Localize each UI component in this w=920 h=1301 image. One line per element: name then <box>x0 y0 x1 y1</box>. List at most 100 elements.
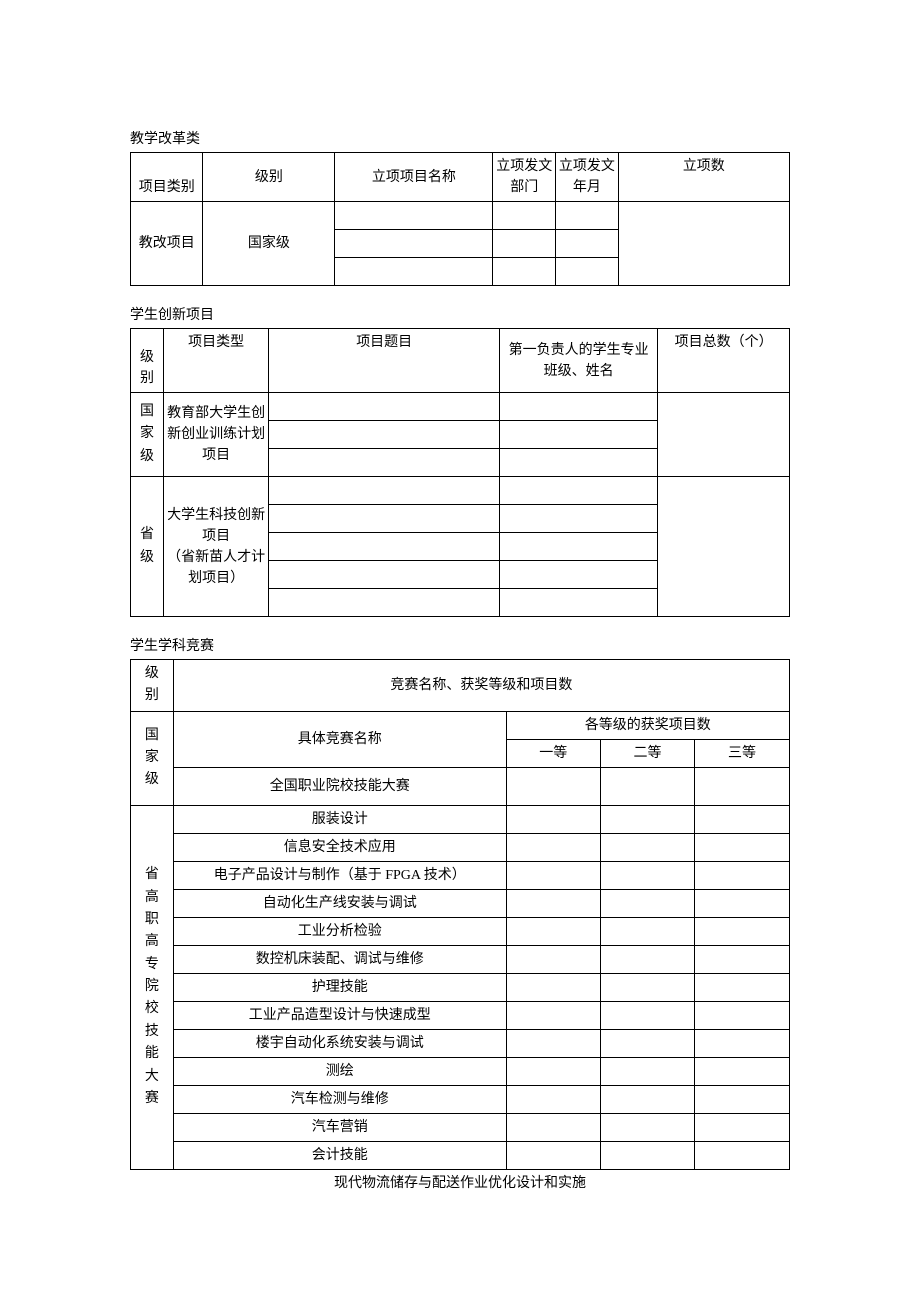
cell-empty <box>500 561 658 589</box>
cell-empty <box>600 1001 694 1029</box>
cell-empty <box>695 805 790 833</box>
cell-empty <box>506 917 600 945</box>
cell-comp-3: 自动化生产线安装与调试 <box>173 889 506 917</box>
cell-empty <box>695 889 790 917</box>
cell-type-prov: 大学生科技创新项目 （省新苗人才计划项目） <box>163 477 268 617</box>
cell-empty <box>493 258 556 286</box>
cell-empty <box>600 833 694 861</box>
section-title-reform: 教学改革类 <box>130 128 790 148</box>
cell-empty <box>600 1029 694 1057</box>
cell-empty <box>506 889 600 917</box>
cell-empty <box>269 449 500 477</box>
cell-empty <box>493 230 556 258</box>
header-award-counts: 各等级的获奖项目数 <box>506 711 789 739</box>
cell-comp-9: 测绘 <box>173 1057 506 1085</box>
cell-empty <box>695 945 790 973</box>
cell-empty <box>695 833 790 861</box>
header-dept: 立项发文部门 <box>493 153 556 202</box>
table-innovation: 级别 项目类型 项目题目 第一负责人的学生专业班级、姓名 项目总数（个） 国家级… <box>130 328 790 617</box>
header-count: 立项数 <box>618 153 789 202</box>
cell-empty <box>695 1029 790 1057</box>
section-title-innovation: 学生创新项目 <box>130 304 790 324</box>
cell-category: 教改项目 <box>131 202 203 286</box>
header-date: 立项发文年月 <box>556 153 619 202</box>
cell-empty <box>695 1113 790 1141</box>
cell-comp-10: 汽车检测与维修 <box>173 1085 506 1113</box>
cell-empty <box>695 1085 790 1113</box>
cell-empty <box>695 1001 790 1029</box>
cell-empty <box>506 1029 600 1057</box>
cell-provincial-3: 省高职高专院校技能大赛 <box>131 805 174 1169</box>
cell-empty <box>269 561 500 589</box>
cell-empty <box>556 258 619 286</box>
cell-empty <box>335 202 493 230</box>
cell-empty <box>269 477 500 505</box>
cell-comp-11: 汽车营销 <box>173 1113 506 1141</box>
cell-empty <box>506 1085 600 1113</box>
cell-empty <box>600 973 694 1001</box>
cell-empty <box>695 1141 790 1169</box>
cell-empty <box>500 589 658 617</box>
cell-empty <box>658 393 790 477</box>
cell-empty <box>506 1057 600 1085</box>
cell-empty <box>556 230 619 258</box>
cell-empty <box>500 505 658 533</box>
cell-empty <box>269 421 500 449</box>
header-third: 三等 <box>695 739 790 767</box>
cell-empty <box>600 1113 694 1141</box>
type-line2: （省新苗人才计划项目） <box>167 550 265 586</box>
table-reform: 项目类别 级别 立项项目名称 立项发文部门 立项发文年月 立项数 教改项目 国家… <box>130 152 790 286</box>
cell-empty <box>658 477 790 617</box>
cell-empty <box>269 505 500 533</box>
cell-empty <box>556 202 619 230</box>
header-topic: 项目题目 <box>269 329 500 393</box>
cell-comp-0: 服装设计 <box>173 805 506 833</box>
header-first: 一等 <box>506 739 600 767</box>
cell-empty <box>695 767 790 805</box>
cell-empty <box>269 589 500 617</box>
cell-empty <box>600 1057 694 1085</box>
cell-empty <box>506 1001 600 1029</box>
cell-comp-2: 电子产品设计与制作（基于 FPGA 技术） <box>173 861 506 889</box>
cell-empty <box>600 917 694 945</box>
cell-empty <box>506 1141 600 1169</box>
cell-empty <box>500 393 658 421</box>
header-main-comp: 竞赛名称、获奖等级和项目数 <box>173 660 789 712</box>
cell-empty <box>695 1057 790 1085</box>
cell-empty <box>506 973 600 1001</box>
header-second: 二等 <box>600 739 694 767</box>
cell-comp-4: 工业分析检验 <box>173 917 506 945</box>
cell-empty <box>493 202 556 230</box>
cell-empty <box>506 945 600 973</box>
cell-empty <box>600 1085 694 1113</box>
type-line1: 大学生科技创新项目 <box>167 508 265 544</box>
cell-national: 国家级 <box>131 393 164 477</box>
cell-empty <box>695 917 790 945</box>
cell-empty <box>600 1141 694 1169</box>
cell-empty <box>269 533 500 561</box>
header-level-2: 级别 <box>131 329 164 393</box>
cell-empty <box>500 449 658 477</box>
table-competition: 级别 竞赛名称、获奖等级和项目数 国家级 具体竞赛名称 各等级的获奖项目数 一等… <box>130 659 790 1170</box>
header-level: 级别 <box>203 153 335 202</box>
cell-empty <box>600 805 694 833</box>
cell-empty <box>506 861 600 889</box>
cell-type-moe: 教育部大学生创新创业训练计划项目 <box>163 393 268 477</box>
cell-comp-8: 楼宇自动化系统安装与调试 <box>173 1029 506 1057</box>
cell-comp-1: 信息安全技术应用 <box>173 833 506 861</box>
cell-empty <box>600 767 694 805</box>
cell-empty <box>506 805 600 833</box>
cell-empty <box>500 533 658 561</box>
header-level-3: 级别 <box>131 660 174 712</box>
cell-empty <box>500 421 658 449</box>
cell-empty <box>335 258 493 286</box>
cell-empty <box>506 833 600 861</box>
cell-empty <box>600 861 694 889</box>
cell-empty <box>506 1113 600 1141</box>
cell-empty <box>600 945 694 973</box>
cell-level: 国家级 <box>203 202 335 286</box>
cell-comp-5: 数控机床装配、调试与维修 <box>173 945 506 973</box>
cell-empty <box>506 767 600 805</box>
cell-empty <box>269 393 500 421</box>
cell-empty <box>600 889 694 917</box>
